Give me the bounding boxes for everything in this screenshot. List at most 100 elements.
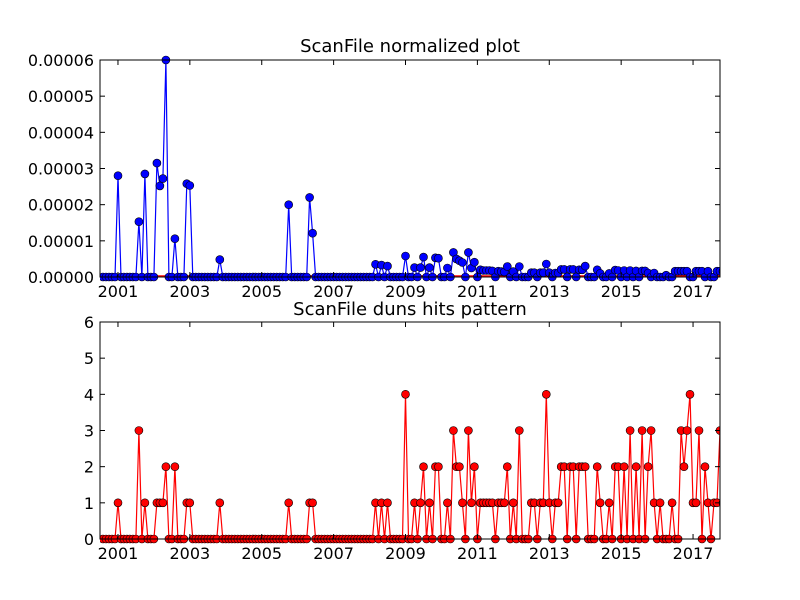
y-tick-label: 0.00006 bbox=[28, 51, 94, 70]
data-point bbox=[284, 498, 294, 508]
y-tick-label: 0.00003 bbox=[28, 160, 94, 179]
data-point bbox=[685, 389, 695, 399]
x-tick-label: 2011 bbox=[457, 544, 498, 563]
y-tick-label: 5 bbox=[84, 349, 94, 368]
data-point bbox=[553, 498, 563, 508]
y-tick-label: 0.00001 bbox=[28, 232, 94, 251]
data-point bbox=[134, 217, 144, 226]
data-point bbox=[308, 498, 317, 508]
data-point bbox=[679, 462, 689, 472]
x-tick-label: 2001 bbox=[98, 282, 139, 301]
data-point bbox=[715, 266, 720, 276]
data-point bbox=[625, 426, 635, 435]
data-point bbox=[158, 498, 168, 508]
x-tick-label: 2017 bbox=[673, 544, 714, 563]
data-point bbox=[470, 257, 479, 267]
data-point bbox=[152, 158, 162, 168]
data-point bbox=[637, 426, 647, 435]
data-point bbox=[140, 169, 150, 179]
y-tick-label: 0.00000 bbox=[28, 268, 94, 287]
data-point bbox=[416, 498, 425, 508]
data-point bbox=[425, 263, 434, 272]
data-point bbox=[185, 181, 195, 190]
data-point bbox=[284, 200, 294, 209]
x-tick-label: 2013 bbox=[529, 282, 570, 301]
data-point bbox=[580, 462, 590, 472]
data-point bbox=[113, 171, 123, 180]
data-point bbox=[470, 462, 479, 472]
data-point bbox=[308, 228, 317, 238]
data-point bbox=[140, 498, 150, 508]
x-tick-label: 2005 bbox=[241, 282, 282, 301]
data-point bbox=[467, 498, 476, 508]
data-point bbox=[604, 498, 614, 508]
data-point bbox=[158, 174, 168, 183]
data-point bbox=[155, 181, 165, 191]
data-point bbox=[419, 462, 428, 472]
data-point bbox=[595, 498, 605, 508]
data-point bbox=[161, 462, 171, 472]
data-point bbox=[455, 462, 464, 472]
data-point bbox=[383, 261, 392, 271]
chart-title: ScanFile duns hits pattern bbox=[293, 299, 527, 320]
x-tick-label: 2009 bbox=[385, 544, 426, 563]
data-point bbox=[449, 426, 458, 435]
data-point bbox=[502, 262, 512, 271]
data-point bbox=[619, 462, 629, 472]
data-point bbox=[401, 389, 410, 399]
x-tick-label: 2003 bbox=[169, 282, 210, 301]
data-point bbox=[464, 426, 473, 435]
data-point bbox=[425, 498, 434, 508]
y-tick-label: 0.00005 bbox=[28, 87, 94, 106]
data-point bbox=[434, 253, 443, 263]
y-tick-label: 2 bbox=[84, 458, 94, 477]
data-point bbox=[170, 234, 180, 243]
x-tick-label: 2007 bbox=[313, 282, 354, 301]
data-point bbox=[592, 462, 602, 472]
data-point bbox=[215, 255, 225, 264]
chart-marks bbox=[100, 55, 720, 282]
data-point bbox=[419, 252, 428, 262]
data-point bbox=[113, 498, 123, 508]
data-point bbox=[464, 248, 473, 257]
data-point bbox=[541, 259, 551, 269]
data-point bbox=[655, 498, 665, 508]
data-point bbox=[514, 426, 524, 435]
data-point bbox=[667, 498, 677, 508]
data-point bbox=[541, 389, 551, 399]
y-tick-label: 0.00002 bbox=[28, 196, 94, 215]
data-point bbox=[499, 498, 509, 508]
data-point bbox=[134, 426, 144, 435]
data-point bbox=[514, 262, 524, 271]
data-point bbox=[646, 426, 656, 435]
plot-frame bbox=[99, 59, 721, 278]
x-tick-label: 2003 bbox=[169, 544, 210, 563]
y-tick-label: 4 bbox=[84, 385, 94, 404]
y-tick-label: 0 bbox=[84, 530, 94, 549]
plot-frame bbox=[99, 321, 721, 540]
data-point bbox=[691, 498, 701, 508]
chart-normalized: ScanFile normalized plot 2001 2003 2005 200… bbox=[28, 36, 721, 301]
chart-axes: 2001 2003 2005 2007 2009 2011 2013 2015 2017 0.00… bbox=[28, 51, 720, 301]
data-point bbox=[401, 251, 410, 261]
data-point bbox=[458, 498, 467, 508]
data-point bbox=[502, 462, 512, 472]
y-tick-label: 6 bbox=[84, 313, 94, 332]
x-tick-label: 2005 bbox=[241, 544, 282, 563]
data-point bbox=[434, 462, 443, 472]
chart-axes: 2001 2003 2005 2007 2009 2011 2013 2015 2017 0 1 2 3… bbox=[84, 313, 720, 563]
x-tick-label: 2017 bbox=[673, 282, 714, 301]
data-point bbox=[443, 263, 452, 273]
chart-duns-hits: ScanFile duns hits pattern 2001 2003 2005 2… bbox=[84, 299, 721, 563]
data-point bbox=[694, 426, 704, 435]
chart-title: ScanFile normalized plot bbox=[300, 36, 520, 57]
y-tick-label: 1 bbox=[84, 494, 94, 513]
data-point bbox=[443, 498, 452, 508]
data-point bbox=[643, 462, 653, 472]
data-point bbox=[631, 462, 641, 472]
x-tick-label: 2013 bbox=[529, 544, 570, 563]
y-tick-label: 3 bbox=[84, 422, 94, 441]
x-tick-label: 2001 bbox=[98, 544, 139, 563]
